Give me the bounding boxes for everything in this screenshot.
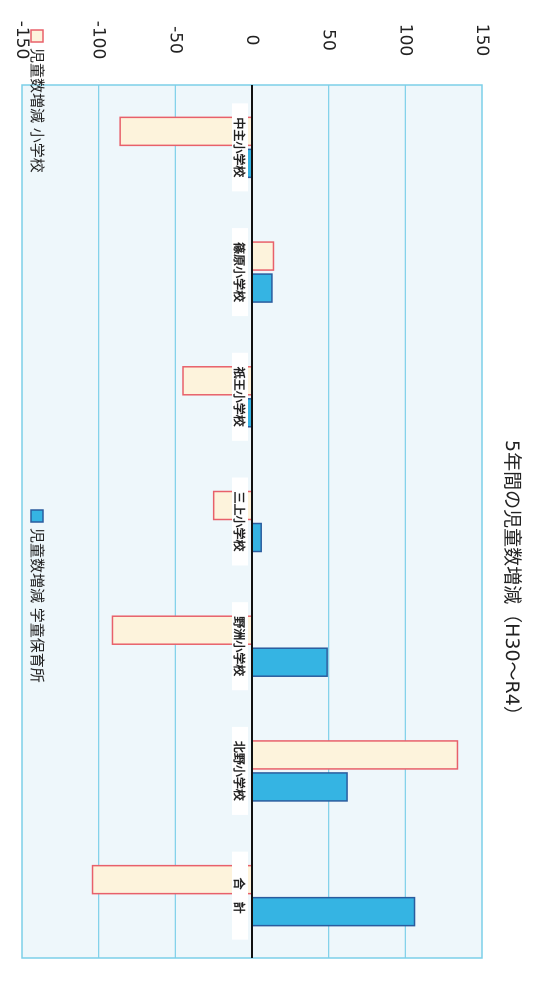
y-axis-ticks: 150 100 50 0 -50 -100 -150 — [12, 21, 492, 60]
bar-elementary — [111, 615, 253, 645]
category-label-bg — [232, 352, 248, 441]
bar-afterschool — [251, 772, 348, 802]
category-label: 中主小学校 — [232, 117, 247, 178]
category-label-bg — [232, 602, 248, 691]
y-tick-label: 0 — [242, 35, 262, 46]
grid — [98, 85, 406, 958]
bar-afterschool — [251, 647, 328, 677]
bar-afterschool — [251, 522, 262, 553]
category-label-bg — [232, 477, 248, 566]
chart-title: 5年間の児童数増減（H30～R4） — [501, 440, 523, 725]
category-label: 三上小学校 — [232, 491, 247, 552]
category-label: 合 計 — [232, 878, 247, 914]
y-tick-label: -150 — [12, 21, 32, 60]
y-tick-label: 150 — [472, 24, 492, 56]
bar-afterschool — [251, 896, 416, 927]
legend-swatch — [30, 29, 44, 43]
category-label: 北野小学校 — [232, 741, 247, 802]
y-tick-label: -50 — [165, 26, 185, 54]
bar-elementary — [251, 241, 275, 271]
bars — [91, 116, 459, 927]
legend-label: 児童数増減 小学校 — [28, 48, 46, 173]
category-label: 野洲小学校 — [232, 616, 247, 677]
category-label: 篠原小学校 — [232, 242, 247, 303]
legend-swatch — [30, 509, 44, 523]
bar-elementary — [91, 864, 253, 895]
y-tick-label: 100 — [395, 24, 415, 56]
category-label-bg — [232, 103, 248, 192]
bar-afterschool — [251, 273, 273, 303]
category-label: 祇王小学校 — [232, 366, 247, 428]
legend-label: 児童数増減 学童保育所 — [28, 528, 46, 683]
y-tick-label: 50 — [319, 29, 339, 51]
y-tick-label: -100 — [89, 21, 109, 60]
category-label-bg — [232, 228, 248, 317]
category-label-bg — [232, 726, 248, 815]
category-label-bg — [232, 851, 248, 940]
bar-elementary — [251, 740, 459, 770]
